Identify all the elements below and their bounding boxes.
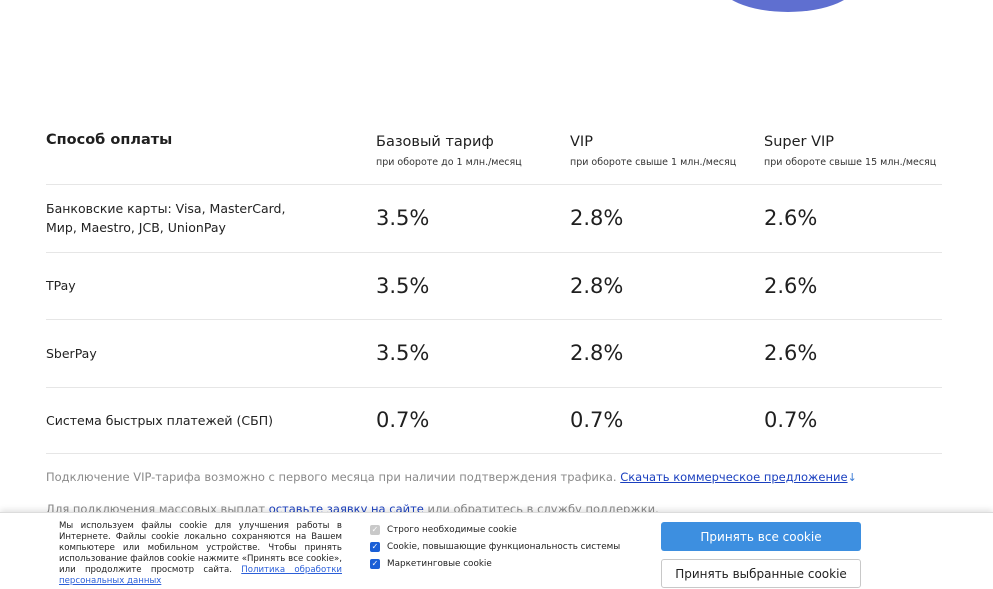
- row-label: Система быстрых платежей (СБП): [46, 412, 273, 428]
- rate-value: 2.6%: [764, 273, 818, 298]
- header-tier-super-vip: Super VIP при обороте свыше 15 млн./меся…: [764, 132, 942, 184]
- vip-note-text: Подключение VIP-тарифа возможно с первог…: [46, 470, 621, 484]
- checkbox-necessary: ✓: [370, 524, 380, 535]
- tier-title: VIP: [570, 134, 593, 150]
- table-row: SberPay 3.5% 2.8% 2.6%: [46, 319, 942, 387]
- row-label: SberPay: [46, 345, 97, 361]
- rate-value: 2.8%: [570, 273, 624, 298]
- vip-note: Подключение VIP-тарифа возможно с первог…: [46, 470, 857, 484]
- cookie-text: Мы используем файлы cookie для улучшения…: [59, 521, 342, 587]
- privacy-policy-link[interactable]: Политика обработки персональных данных: [59, 565, 342, 586]
- header-method-title: Способ оплаты: [46, 132, 173, 148]
- checkbox-functional[interactable]: ✓: [370, 541, 380, 552]
- rate-value: 3.5%: [376, 341, 430, 366]
- cookie-option-functional[interactable]: ✓ Cookie, повышающие функциональность си…: [370, 538, 620, 555]
- cookie-option-necessary: ✓ Строго необходимые cookie: [370, 521, 620, 538]
- row-label: TPay: [46, 278, 76, 294]
- rate-value: 0.7%: [764, 408, 818, 433]
- rate-value: 2.8%: [570, 206, 624, 231]
- table-header: Способ оплаты Базовый тариф при обороте …: [46, 132, 942, 184]
- tier-subtitle: при обороте свыше 15 млн./месяц: [764, 157, 937, 168]
- rate-value: 2.8%: [570, 341, 624, 366]
- tier-title: Super VIP: [764, 134, 835, 150]
- header-tier-vip: VIP при обороте свыше 1 млн./месяц: [570, 132, 764, 184]
- table-row: TPay 3.5% 2.8% 2.6%: [46, 251, 942, 320]
- checkbox-marketing[interactable]: ✓: [370, 558, 380, 569]
- accept-selected-cookies-button[interactable]: Принять выбранные cookie: [661, 559, 861, 588]
- row-label: Банковские карты: Visa, MasterCard, Мир,…: [46, 201, 286, 236]
- cookie-options: ✓ Строго необходимые cookie ✓ Cookie, по…: [370, 521, 620, 572]
- header-tier-basic: Базовый тариф при обороте до 1 млн./меся…: [376, 132, 570, 184]
- header-method: Способ оплаты: [46, 132, 376, 184]
- rate-value: 3.5%: [376, 273, 430, 298]
- table-row: Система быстрых платежей (СБП) 0.7% 0.7%…: [46, 386, 942, 454]
- cookie-option-marketing[interactable]: ✓ Маркетинговые cookie: [370, 555, 620, 572]
- rate-value: 3.5%: [376, 206, 430, 231]
- rate-value: 2.6%: [764, 206, 818, 231]
- tier-subtitle: при обороте до 1 млн./месяц: [376, 157, 522, 168]
- download-arrow-icon: ↓: [847, 471, 857, 484]
- option-label: Строго необходимые cookie: [387, 524, 517, 535]
- option-label: Cookie, повышающие функциональность сист…: [387, 541, 621, 552]
- tier-subtitle: при обороте свыше 1 млн./месяц: [570, 157, 737, 168]
- rate-value: 0.7%: [376, 408, 430, 433]
- cookie-banner: Мы используем файлы cookie для улучшения…: [0, 512, 993, 589]
- download-offer-link[interactable]: Скачать коммерческое предложение: [620, 470, 848, 484]
- table-row: Банковские карты: Visa, MasterCard, Мир,…: [46, 184, 942, 252]
- option-label: Маркетинговые cookie: [387, 558, 492, 569]
- decorative-blob: [718, 0, 858, 12]
- rate-value: 2.6%: [764, 341, 818, 366]
- tier-title: Базовый тариф: [376, 134, 494, 150]
- rate-value: 0.7%: [570, 408, 624, 433]
- cookie-description: Мы используем файлы cookie для улучшения…: [59, 521, 342, 575]
- accept-all-cookies-button[interactable]: Принять все cookie: [661, 522, 861, 551]
- tariff-table: Способ оплаты Базовый тариф при обороте …: [46, 132, 942, 454]
